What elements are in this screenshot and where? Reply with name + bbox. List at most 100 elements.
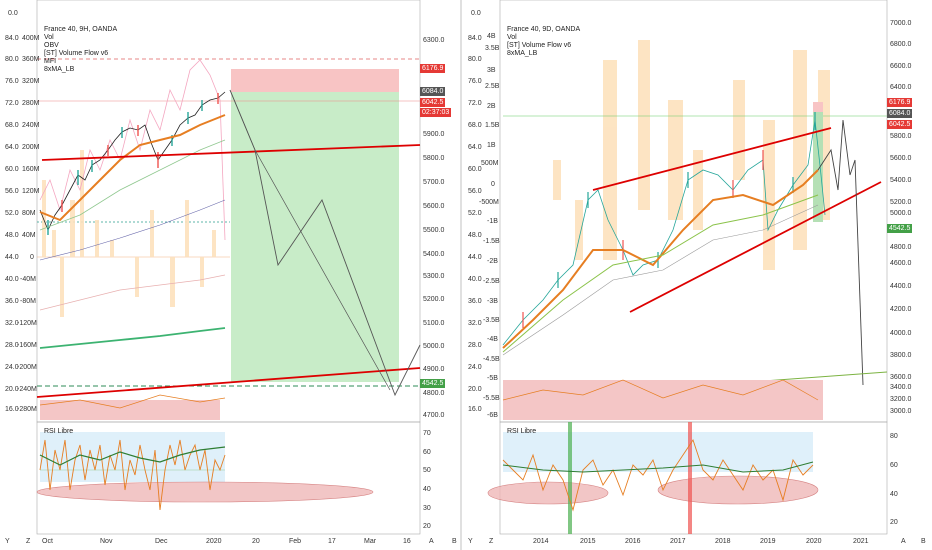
axis-label: 60.0 [468, 166, 482, 173]
axis-label: 44.0 [468, 254, 482, 261]
vol-label: 400M [22, 35, 40, 42]
vol-label: -500M [479, 199, 499, 206]
price-label: 6600.0 [890, 63, 912, 70]
price-tag-dark: 6084.0 [420, 87, 446, 96]
auto-scale-button[interactable]: A [901, 538, 906, 545]
axis-label: 48.0 [468, 232, 482, 239]
price-label: 3800.0 [890, 352, 912, 359]
b-button[interactable]: B [921, 538, 926, 545]
time-label: 17 [328, 538, 336, 545]
time-label: 2015 [580, 538, 596, 545]
vol-label: -3B [487, 298, 498, 305]
axis-label: 76.0 [5, 78, 19, 85]
price-label: 6400.0 [890, 84, 912, 91]
price-label: 3200.0 [890, 396, 912, 403]
vol-label: 2B [487, 103, 496, 110]
rsi-tick: 20 [890, 519, 898, 526]
time-label: 20 [252, 538, 260, 545]
z-axis-button[interactable]: Z [489, 538, 494, 545]
left-chart-canvas[interactable] [0, 0, 455, 550]
vol-label: 200M [22, 144, 40, 151]
axis-label: 32.0 [5, 320, 19, 327]
legend-obv[interactable]: OBV [44, 42, 59, 49]
vol-label: -80M [20, 298, 36, 305]
price-label: 5800.0 [423, 155, 445, 162]
legend-symbol[interactable]: France 40, 9H, OANDA [44, 26, 118, 33]
price-label: 5700.0 [423, 179, 445, 186]
price-label: 4600.0 [890, 260, 912, 267]
vol-label: 0 [30, 254, 34, 261]
price-tag-red2: 6042.5 [887, 120, 913, 129]
vol-label: 320M [22, 78, 40, 85]
price-label: 6300.0 [423, 37, 445, 44]
legend-symbol[interactable]: France 40, 9D, OANDA [507, 26, 581, 33]
axis-label: 44.0 [5, 254, 19, 261]
axis-label: 16.0 [5, 406, 19, 413]
y-axis-button[interactable]: Y [5, 538, 10, 545]
y-axis-button[interactable]: Y [468, 538, 473, 545]
legend-volume-flow[interactable]: [ST] Volume Flow v6 [507, 42, 572, 49]
axis-label: 48.0 [5, 232, 19, 239]
time-label: Mar [364, 538, 377, 545]
b-button[interactable]: B [452, 538, 457, 545]
price-label: 4800.0 [890, 244, 912, 251]
countdown-tag: 02:37:03 [420, 108, 452, 117]
auto-scale-button[interactable]: A [429, 538, 434, 545]
vol-label: -4B [487, 336, 498, 343]
legend-ma[interactable]: 8xMA_LB [507, 50, 538, 57]
axis-label: 36.0 [468, 298, 482, 305]
legend-ma[interactable]: 8xMA_LB [44, 66, 75, 73]
vol-label: 4B [487, 33, 496, 40]
legend-volume-flow[interactable]: [ST] Volume Flow v6 [44, 50, 109, 57]
time-label: 16 [403, 538, 411, 545]
price-label: 4000.0 [890, 330, 912, 337]
time-label: 2017 [670, 538, 686, 545]
rsi-tick: 50 [423, 467, 431, 474]
vol-label: 80M [22, 210, 36, 217]
price-label: 4400.0 [890, 283, 912, 290]
axis-label: 24.0 [5, 364, 19, 371]
stop-loss-zone[interactable] [231, 69, 399, 92]
axis-label: 84.0 [5, 35, 19, 42]
axis-label: 64.0 [468, 144, 482, 151]
vol-label: -200M [17, 364, 37, 371]
vol-label: -5B [487, 375, 498, 382]
left-chart-panel[interactable]: France 40, 9H, OANDA Vol OBV [ST] Volume… [0, 0, 457, 550]
time-label: 2019 [760, 538, 776, 545]
axis-label: 68.0 [5, 122, 19, 129]
vol-label: -120M [17, 320, 37, 327]
axis-label: 72.0 [5, 100, 19, 107]
rsi-label[interactable]: RSI Libre [507, 428, 537, 435]
price-tag-dark: 6084.0 [887, 109, 913, 118]
rsi-tick: 40 [423, 486, 431, 493]
price-label: 3000.0 [890, 408, 912, 415]
axis-label: 0.0 [471, 10, 481, 17]
axis-label: 16.0 [468, 406, 482, 413]
rsi-tick: 70 [423, 430, 431, 437]
vol-label: 160M [22, 166, 40, 173]
axis-label: 36.0 [5, 298, 19, 305]
axis-label: 80.0 [468, 56, 482, 63]
legend-vol[interactable]: Vol [507, 34, 517, 41]
price-label: 6800.0 [890, 41, 912, 48]
rsi-label[interactable]: RSI Libre [44, 428, 74, 435]
panel-divider[interactable] [460, 0, 462, 550]
price-label: 5100.0 [423, 320, 445, 327]
vol-label: 2.5B [485, 83, 500, 90]
vol-label: 1.5B [485, 122, 500, 129]
vol-label: 500M [481, 160, 499, 167]
time-label: 2020 [806, 538, 822, 545]
vol-label: -6B [487, 412, 498, 419]
right-chart-panel[interactable]: France 40, 9D, OANDA Vol [ST] Volume Flo… [463, 0, 932, 550]
z-axis-button[interactable]: Z [26, 538, 31, 545]
vol-label: -160M [17, 342, 37, 349]
price-label: 5200.0 [890, 199, 912, 206]
rsi-tick: 80 [890, 433, 898, 440]
right-legend: France 40, 9D, OANDA Vol [ST] Volume Flo… [507, 26, 580, 58]
rsi-tick: 20 [423, 523, 431, 530]
legend-mfi[interactable]: MFI [44, 58, 57, 65]
take-profit-zone[interactable] [231, 92, 399, 382]
right-chart-canvas[interactable] [463, 0, 932, 550]
vol-label: -1.5B [483, 238, 500, 245]
legend-vol[interactable]: Vol [44, 34, 54, 41]
